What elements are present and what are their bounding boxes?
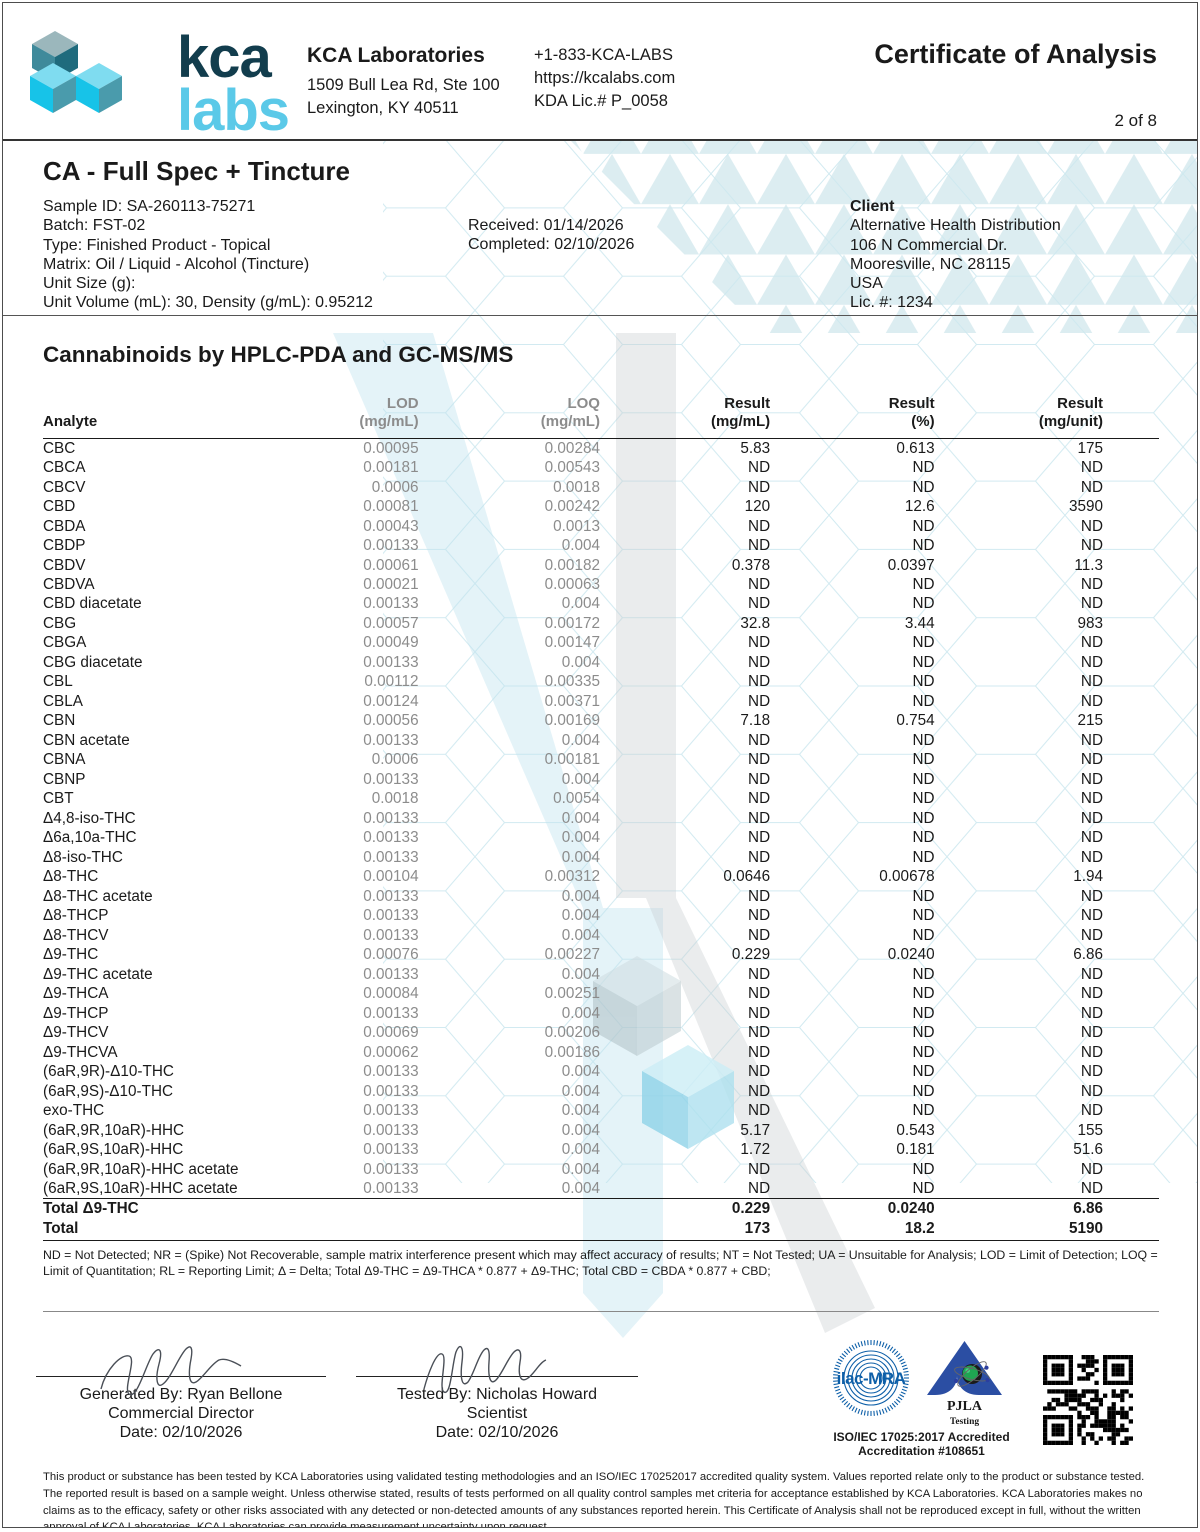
- svg-text:ilac-MRA: ilac-MRA: [837, 1369, 906, 1388]
